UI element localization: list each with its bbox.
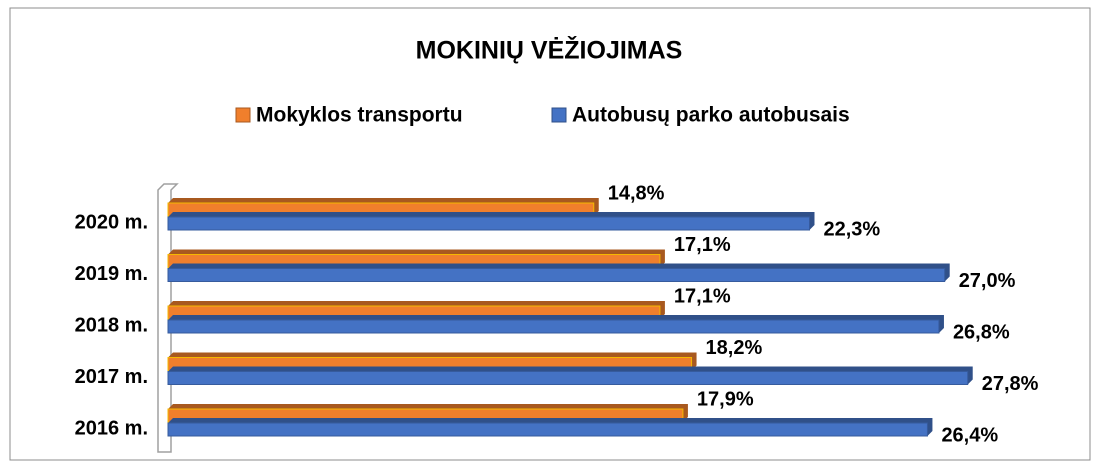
axis-wall: [157, 183, 179, 453]
bar: [167, 216, 810, 231]
chart-frame: [9, 7, 1091, 461]
y-tick-label: 2019 m.: [75, 263, 148, 285]
data-label: 17,1%: [674, 234, 731, 256]
legend-label: Autobusų parko autobusais: [572, 104, 850, 127]
y-tick-label: 2018 m.: [75, 314, 148, 336]
chart-title: MOKINIŲ VĖŽIOJIMAS: [416, 35, 683, 65]
bar: [167, 319, 940, 334]
legend-swatch: [551, 107, 567, 123]
data-label: 26,4%: [941, 424, 998, 446]
data-label: 27,0%: [959, 270, 1016, 292]
data-label: 17,9%: [697, 388, 754, 410]
bar: [167, 268, 946, 282]
y-tick-label: 2020 m.: [75, 211, 148, 233]
data-label: 22,3%: [823, 218, 880, 240]
data-label: 14,8%: [608, 182, 665, 204]
y-tick-label: 2017 m.: [75, 366, 148, 388]
data-label: 26,8%: [953, 321, 1010, 343]
bar: [167, 371, 969, 385]
bar: [167, 422, 928, 437]
data-label: 17,1%: [674, 285, 731, 307]
legend-label: Mokyklos transportu: [256, 104, 463, 127]
legend-swatch: [235, 107, 251, 123]
data-label: 18,2%: [706, 337, 763, 359]
y-tick-label: 2016 m.: [75, 417, 148, 439]
data-label: 27,8%: [982, 373, 1039, 395]
